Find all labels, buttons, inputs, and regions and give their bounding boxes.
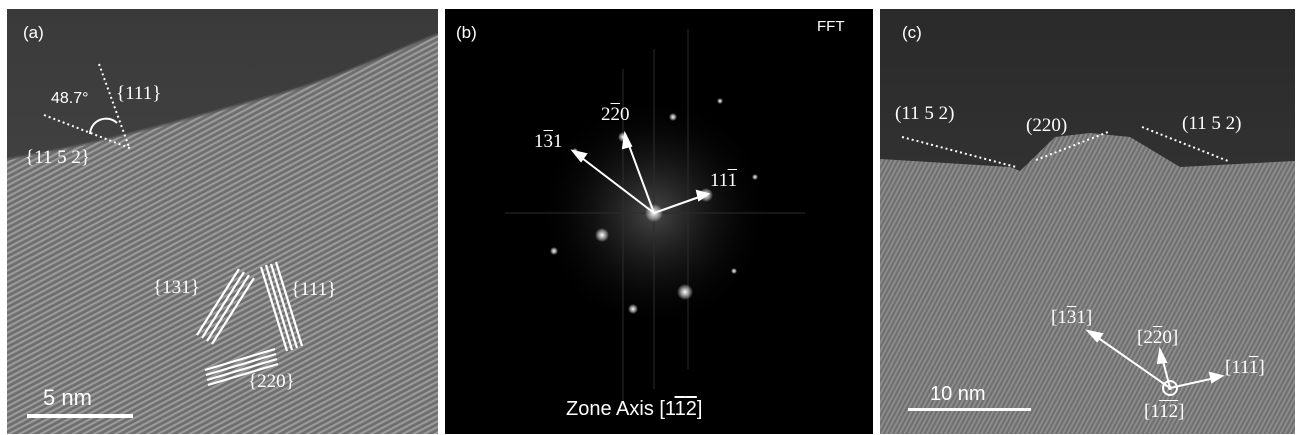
scale-bar-label-c: 10 nm [930, 383, 986, 405]
panel-label-a: (a) [23, 23, 44, 42]
facet-label-11-5-2-right: (11 5 2) [1182, 113, 1242, 134]
lattice-label-220: {220} [248, 371, 295, 392]
arrow-dir-131 [1093, 334, 1171, 389]
lattice-fringes-111 [259, 261, 304, 352]
scale-bar-c [908, 408, 1031, 411]
arrow-220 [626, 139, 655, 214]
lattice-label-111: {111} [291, 279, 337, 300]
dir-label-111: [111] [1225, 357, 1265, 378]
panel-label-b: (b) [456, 23, 477, 42]
dir-label-zone-axis: [112] [1144, 401, 1185, 422]
facet-11-5-2-line [43, 114, 133, 150]
spot-label-111: 111 [710, 170, 738, 191]
angle-arc [89, 117, 118, 135]
fft-pattern [445, 9, 873, 434]
scale-bar-a [27, 414, 133, 418]
panel-label-c: (c) [902, 23, 922, 42]
lattice-label-131: {131} [153, 277, 200, 298]
hrtem-panel-a: (a) 48.7° {111} {11 5 2} {131} {111} {22… [7, 9, 438, 434]
fft-title: FFT [817, 18, 845, 35]
arrow-111 [653, 195, 703, 214]
zone-axis-label: Zone Axis [112] [566, 398, 703, 420]
facet-label-220: (220) [1026, 115, 1068, 136]
fft-panel-b: (b) FFT 131 220 111 Zone Axis [112] [445, 9, 873, 434]
spot-label-220: 220 [601, 104, 630, 125]
lattice-fringes-131 [196, 268, 255, 345]
hrtem-panel-c: (c) (11 5 2) (220) (11 5 2) [131] [220] … [880, 9, 1295, 434]
hrtem-image-a [7, 9, 438, 434]
dir-label-131: [131] [1051, 307, 1093, 328]
spot-label-131: 131 [534, 131, 563, 152]
facet-label-11-5-2-left: (11 5 2) [895, 103, 955, 124]
facet-label-11-5-2: {11 5 2} [25, 147, 91, 168]
angle-label: 48.7° [51, 90, 89, 107]
scale-bar-label-a: 5 nm [43, 385, 92, 410]
arrow-131 [577, 154, 655, 214]
hrtem-image-c [880, 9, 1295, 434]
facet-label-111: {111} [116, 83, 162, 104]
zone-axis-marker [1162, 380, 1178, 396]
dir-label-220: [220] [1137, 327, 1179, 348]
facet-line-right [1141, 126, 1229, 162]
lattice-fringes-220 [204, 347, 279, 387]
